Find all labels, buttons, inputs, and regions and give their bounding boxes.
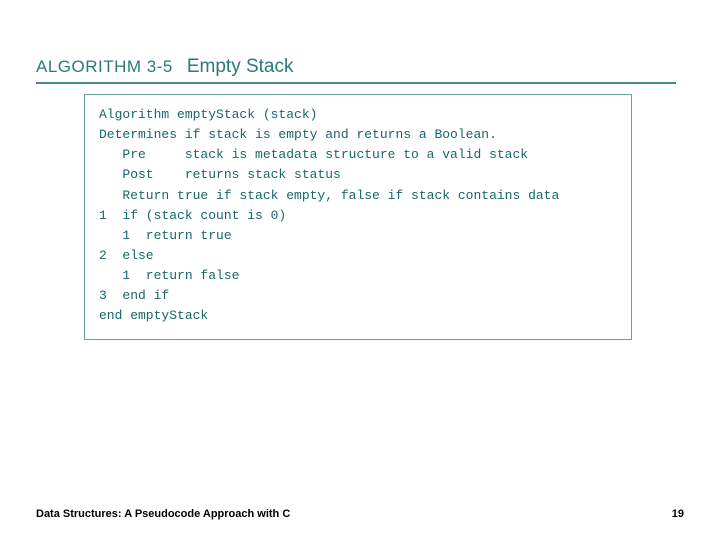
algorithm-title: Empty Stack xyxy=(187,56,294,78)
code-line: end emptyStack xyxy=(99,306,617,326)
code-line: Return true if stack empty, false if sta… xyxy=(99,186,617,206)
code-line: 1 return false xyxy=(99,266,617,286)
code-line: Determines if stack is empty and returns… xyxy=(99,125,617,145)
footer-page-number: 19 xyxy=(672,508,684,520)
code-line: 1 if (stack count is 0) xyxy=(99,206,617,226)
footer-book-title: Data Structures: A Pseudocode Approach w… xyxy=(36,508,290,520)
code-line: 2 else xyxy=(99,246,617,266)
algorithm-code-box: Algorithm emptyStack (stack) Determines … xyxy=(84,94,632,340)
header-rule xyxy=(36,82,676,84)
code-line: 1 return true xyxy=(99,226,617,246)
algorithm-header: ALGORITHM 3-5 Empty Stack xyxy=(36,56,294,78)
code-line: Post returns stack status xyxy=(99,165,617,185)
algorithm-label: ALGORITHM 3-5 xyxy=(36,57,173,77)
code-line: Algorithm emptyStack (stack) xyxy=(99,105,617,125)
code-line: Pre stack is metadata structure to a val… xyxy=(99,145,617,165)
code-line: 3 end if xyxy=(99,286,617,306)
